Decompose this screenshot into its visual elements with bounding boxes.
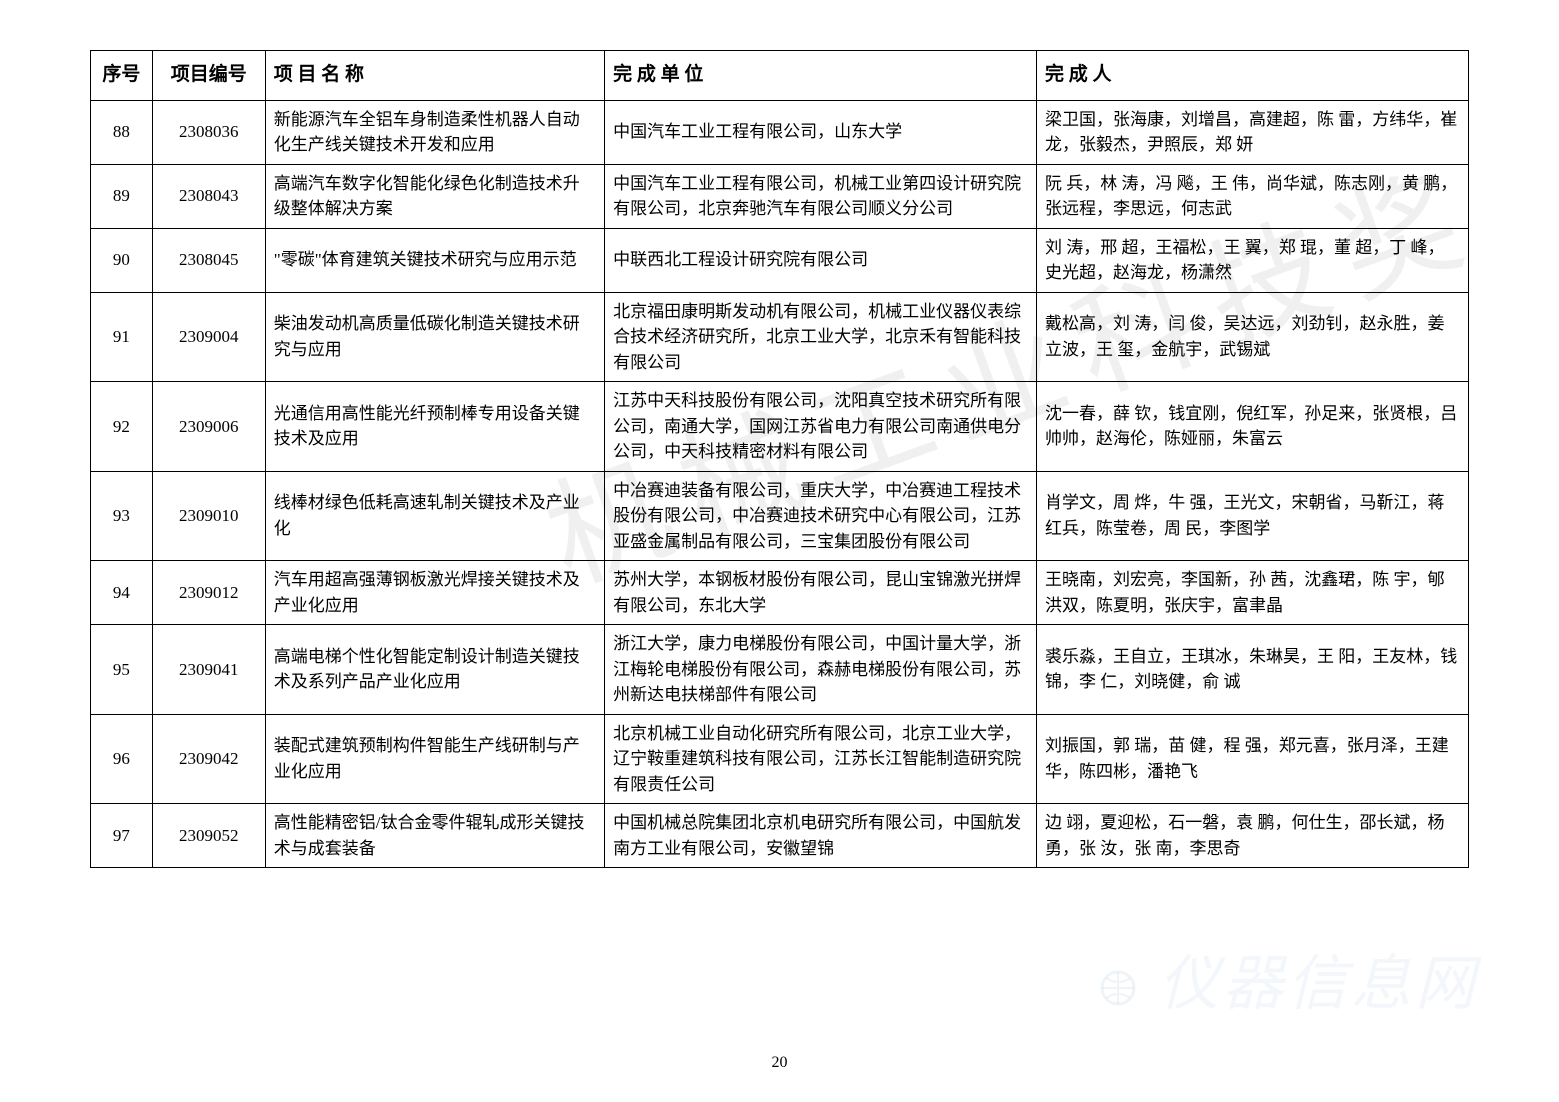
table-row: 922309006光通信用高性能光纤预制棒专用设备关键技术及应用江苏中天科技股份…: [91, 382, 1469, 472]
cell-seq: 93: [91, 471, 153, 561]
cell-unit: 苏州大学，本钢板材股份有限公司，昆山宝锦激光拼焊有限公司，东北大学: [605, 561, 1037, 625]
page-number: 20: [0, 1054, 1559, 1072]
cell-unit: 中联西北工程设计研究院有限公司: [605, 228, 1037, 292]
cell-unit: 中国汽车工业工程有限公司，山东大学: [605, 100, 1037, 164]
table-row: 952309041高端电梯个性化智能定制设计制造关键技术及系列产品产业化应用浙江…: [91, 625, 1469, 715]
cell-people: 边 翊，夏迎松，石一磐，袁 鹏，何仕生，邵长斌，杨 勇，张 汝，张 南，李思奇: [1037, 804, 1469, 868]
cell-id: 2309052: [152, 804, 265, 868]
cell-seq: 88: [91, 100, 153, 164]
table-row: 942309012汽车用超高强薄钢板激光焊接关键技术及产业化应用苏州大学，本钢板…: [91, 561, 1469, 625]
header-unit: 完 成 单 位: [605, 51, 1037, 101]
cell-seq: 95: [91, 625, 153, 715]
watermark-corner: 仪器信息网: [1098, 935, 1479, 1022]
cell-id: 2308045: [152, 228, 265, 292]
cell-seq: 92: [91, 382, 153, 472]
cell-people: 刘振国，郭 瑞，苗 健，程 强，郑元喜，张月泽，王建华，陈四彬，潘艳飞: [1037, 714, 1469, 804]
cell-name: 新能源汽车全铝车身制造柔性机器人自动化生产线关键技术开发和应用: [265, 100, 604, 164]
cell-id: 2309010: [152, 471, 265, 561]
cell-name: 高端汽车数字化智能化绿色化制造技术升级整体解决方案: [265, 164, 604, 228]
cell-unit: 浙江大学，康力电梯股份有限公司，中国计量大学，浙江梅轮电梯股份有限公司，森赫电梯…: [605, 625, 1037, 715]
table-header-row: 序号 项目编号 项 目 名 称 完 成 单 位 完 成 人: [91, 51, 1469, 101]
cell-unit: 北京机械工业自动化研究所有限公司，北京工业大学，辽宁鞍重建筑科技有限公司，江苏长…: [605, 714, 1037, 804]
header-name: 项 目 名 称: [265, 51, 604, 101]
cell-seq: 90: [91, 228, 153, 292]
table-row: 892308043高端汽车数字化智能化绿色化制造技术升级整体解决方案中国汽车工业…: [91, 164, 1469, 228]
cell-name: 装配式建筑预制构件智能生产线研制与产业化应用: [265, 714, 604, 804]
cell-name: "零碳"体育建筑关键技术研究与应用示范: [265, 228, 604, 292]
cell-people: 戴松高，刘 涛，闫 俊，吴达远，刘劲钊，赵永胜，姜立波，王 玺，金航宇，武锡斌: [1037, 292, 1469, 382]
table-row: 962309042装配式建筑预制构件智能生产线研制与产业化应用北京机械工业自动化…: [91, 714, 1469, 804]
cell-unit: 北京福田康明斯发动机有限公司，机械工业仪器仪表综合技术经济研究所，北京工业大学，…: [605, 292, 1037, 382]
header-id: 项目编号: [152, 51, 265, 101]
cell-people: 刘 涛，邢 超，王福松，王 翼，郑 琨，董 超，丁 峰，史光超，赵海龙，杨潇然: [1037, 228, 1469, 292]
cell-name: 汽车用超高强薄钢板激光焊接关键技术及产业化应用: [265, 561, 604, 625]
table-row: 882308036新能源汽车全铝车身制造柔性机器人自动化生产线关键技术开发和应用…: [91, 100, 1469, 164]
cell-name: 光通信用高性能光纤预制棒专用设备关键技术及应用: [265, 382, 604, 472]
table-row: 902308045"零碳"体育建筑关键技术研究与应用示范中联西北工程设计研究院有…: [91, 228, 1469, 292]
watermark-corner-text: 仪器信息网: [1159, 950, 1479, 1017]
header-people: 完 成 人: [1037, 51, 1469, 101]
cell-id: 2309042: [152, 714, 265, 804]
cell-id: 2309041: [152, 625, 265, 715]
cell-id: 2309006: [152, 382, 265, 472]
cell-id: 2309012: [152, 561, 265, 625]
table-row: 932309010线棒材绿色低耗高速轧制关键技术及产业化中冶赛迪装备有限公司，重…: [91, 471, 1469, 561]
cell-people: 梁卫国，张海康，刘增昌，高建超，陈 雷，方纬华，崔 龙，张毅杰，尹照辰，郑 妍: [1037, 100, 1469, 164]
cell-seq: 97: [91, 804, 153, 868]
cell-seq: 89: [91, 164, 153, 228]
cell-people: 阮 兵，林 涛，冯 飚，王 伟，尚华斌，陈志刚，黄 鹏，张远程，李思远，何志武: [1037, 164, 1469, 228]
cell-name: 高端电梯个性化智能定制设计制造关键技术及系列产品产业化应用: [265, 625, 604, 715]
cell-unit: 中国机械总院集团北京机电研究所有限公司，中国航发南方工业有限公司，安徽望锦: [605, 804, 1037, 868]
cell-unit: 中冶赛迪装备有限公司，重庆大学，中冶赛迪工程技术股份有限公司，中冶赛迪技术研究中…: [605, 471, 1037, 561]
cell-id: 2308036: [152, 100, 265, 164]
cell-id: 2308043: [152, 164, 265, 228]
cell-unit: 中国汽车工业工程有限公司，机械工业第四设计研究院有限公司，北京奔驰汽车有限公司顺…: [605, 164, 1037, 228]
globe-icon: [1098, 950, 1159, 1017]
projects-table: 序号 项目编号 项 目 名 称 完 成 单 位 完 成 人 882308036新…: [90, 50, 1469, 868]
cell-seq: 91: [91, 292, 153, 382]
cell-seq: 96: [91, 714, 153, 804]
cell-name: 高性能精密铝/钛合金零件辊轧成形关键技术与成套装备: [265, 804, 604, 868]
cell-people: 肖学文，周 烨，牛 强，王光文，宋朝省，马靳江，蒋红兵，陈莹卷，周 民，李图学: [1037, 471, 1469, 561]
cell-unit: 江苏中天科技股份有限公司，沈阳真空技术研究所有限公司，南通大学，国网江苏省电力有…: [605, 382, 1037, 472]
table-row: 912309004柴油发动机高质量低碳化制造关键技术研究与应用北京福田康明斯发动…: [91, 292, 1469, 382]
header-seq: 序号: [91, 51, 153, 101]
cell-people: 王晓南，刘宏亮，李国新，孙 茜，沈鑫珺，陈 宇，郇洪双，陈夏明，张庆宇，富聿晶: [1037, 561, 1469, 625]
cell-people: 沈一春，薛 钦，钱宜刚，倪红军，孙足来，张贤根，吕帅帅，赵海伦，陈娅丽，朱富云: [1037, 382, 1469, 472]
cell-name: 线棒材绿色低耗高速轧制关键技术及产业化: [265, 471, 604, 561]
cell-people: 裘乐淼，王自立，王琪冰，朱琳昊，王 阳，王友林，钱 锦，李 仁，刘晓健，俞 诚: [1037, 625, 1469, 715]
cell-id: 2309004: [152, 292, 265, 382]
cell-seq: 94: [91, 561, 153, 625]
cell-name: 柴油发动机高质量低碳化制造关键技术研究与应用: [265, 292, 604, 382]
table-row: 972309052高性能精密铝/钛合金零件辊轧成形关键技术与成套装备中国机械总院…: [91, 804, 1469, 868]
